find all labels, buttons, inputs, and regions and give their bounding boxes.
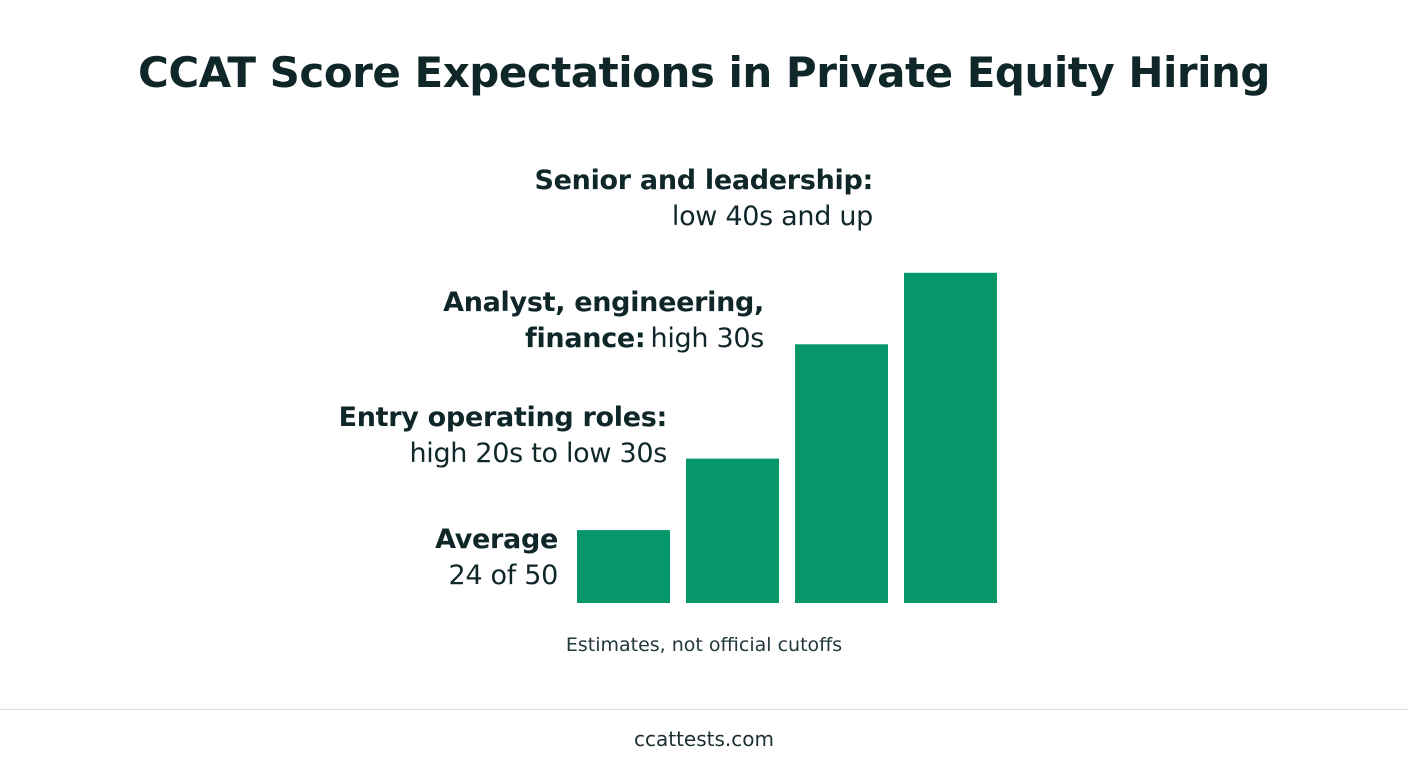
chart-annotation: Estimates, not official cutoffs — [565, 634, 843, 656]
label-entry-operating: Entry operating roles: high 20s to low 3… — [338, 400, 668, 472]
label-entry-operating-title: Entry operating roles: — [338, 402, 668, 433]
footer-divider — [0, 709, 1408, 710]
chart-title: CCAT Score Expectations in Private Equit… — [138, 48, 1270, 97]
label-entry-operating-value: high 20s to low 30s — [409, 438, 667, 469]
label-average: Average 24 of 50 — [435, 522, 558, 594]
bar-entry-operating — [686, 458, 779, 603]
label-analyst: Analyst, engineering, finance: high 30s — [443, 285, 764, 360]
label-analyst-title-line1: Analyst, engineering, — [443, 287, 764, 318]
bars-group — [577, 272, 997, 603]
label-average-title: Average — [435, 524, 558, 555]
label-senior-value: low 40s and up — [671, 201, 873, 232]
bar-analyst — [795, 344, 888, 603]
label-average-value: 24 of 50 — [448, 560, 558, 591]
footer-site: ccattests.com — [634, 727, 774, 751]
bar-average — [577, 530, 670, 603]
label-senior-title: Senior and leadership: — [534, 165, 874, 196]
label-analyst-line2: finance: high 30s — [443, 321, 764, 360]
label-senior: Senior and leadership: low 40s and up — [534, 163, 874, 235]
bar-senior — [904, 272, 997, 603]
label-analyst-value: high 30s — [650, 323, 765, 354]
label-analyst-title-line2: finance: — [525, 323, 646, 354]
